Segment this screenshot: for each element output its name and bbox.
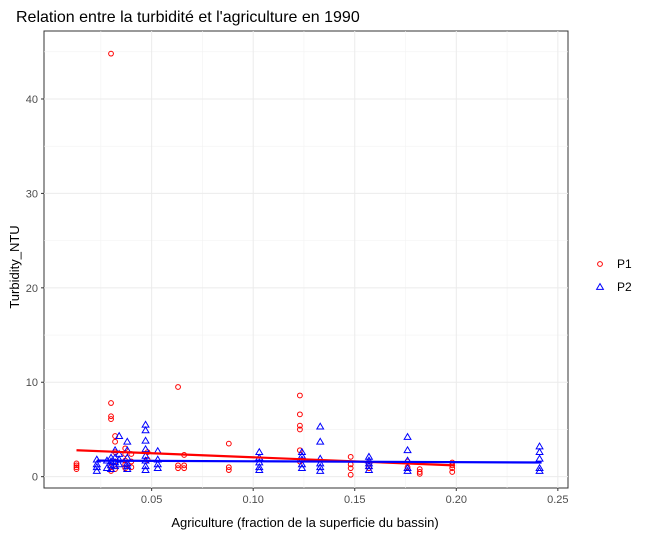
y-axis: 0 10 20 30 40 [26, 94, 44, 484]
grid-major [44, 31, 568, 488]
point-p1 [297, 411, 303, 418]
point-p2 [122, 461, 132, 470]
panel-border [43, 30, 569, 489]
point-p2 [114, 460, 124, 468]
y-tick-label: 10 [26, 377, 38, 389]
point-p2 [141, 461, 150, 470]
point-p2 [122, 464, 132, 472]
x-tick-label: 0.15 [344, 494, 365, 506]
point-p2 [122, 437, 132, 445]
chart-title: Relation entre la turbidité et l'agricul… [16, 9, 360, 26]
point-p2 [535, 463, 544, 472]
legend: P1 P2 [595, 257, 632, 294]
y-tick-label: 20 [26, 283, 38, 295]
legend-key-p1 [597, 261, 603, 267]
point-p1 [108, 50, 114, 57]
x-tick-label: 0.10 [242, 494, 263, 506]
point-p1 [128, 464, 135, 471]
point-p2 [315, 466, 325, 474]
trend-layer [76, 449, 542, 467]
x-axis: 0.05 0.10 0.15 0.20 0.25 [141, 488, 569, 506]
point-p2 [315, 462, 325, 471]
point-p1 [144, 456, 151, 463]
x-axis-label: Agriculture (fraction de la superficie d… [171, 515, 438, 530]
point-p1 [347, 465, 354, 472]
point-p2 [535, 447, 544, 455]
point-p2 [153, 463, 163, 472]
y-tick-label: 30 [26, 188, 38, 200]
point-p2 [364, 461, 374, 470]
point-p2 [403, 445, 412, 454]
point-p1 [181, 462, 188, 469]
x-tick-label: 0.25 [547, 494, 568, 506]
point-p2 [255, 462, 264, 471]
point-p1 [73, 464, 80, 471]
point-p2 [403, 463, 412, 472]
point-p2 [141, 465, 150, 473]
point-p2 [535, 466, 544, 474]
point-p2 [297, 463, 307, 472]
point-p2 [141, 436, 150, 444]
point-p1 [73, 462, 80, 469]
point-p2 [315, 459, 325, 467]
point-p1 [175, 384, 181, 390]
point-p2 [114, 455, 124, 463]
point-p1 [225, 464, 232, 471]
legend-key-p2 [595, 282, 605, 290]
point-p1 [297, 392, 303, 399]
point-p2 [364, 465, 374, 473]
point-p2 [114, 431, 124, 439]
point-p1 [175, 462, 181, 469]
point-p1 [297, 422, 303, 429]
plot-panel [43, 30, 569, 489]
point-p1 [297, 426, 303, 433]
point-p1 [175, 465, 181, 472]
trend-line-p2 [96, 459, 542, 464]
point-p2 [92, 462, 102, 471]
point-p1 [416, 470, 423, 477]
point-p1 [225, 440, 232, 447]
y-axis-label: Turbidity_NTU [7, 225, 22, 308]
point-p2 [92, 466, 102, 474]
point-p2 [141, 451, 150, 459]
point-p1 [347, 453, 354, 460]
x-tick-label: 0.20 [446, 494, 467, 506]
point-p2 [315, 422, 325, 430]
point-p2 [535, 454, 544, 462]
point-p2 [315, 437, 325, 445]
point-p2 [255, 465, 264, 473]
point-p2 [403, 432, 412, 440]
x-tick-label: 0.05 [141, 494, 162, 506]
point-p1 [108, 413, 114, 420]
legend-label-p2: P2 [617, 280, 632, 294]
point-p2 [153, 460, 163, 468]
grid-minor [44, 31, 568, 488]
points-layer [73, 50, 544, 478]
y-tick-label: 40 [26, 94, 38, 106]
point-p1 [112, 438, 118, 445]
point-p1 [181, 465, 188, 472]
point-p2 [297, 460, 307, 468]
y-tick-label: 0 [32, 472, 38, 484]
legend-label-p1: P1 [617, 257, 632, 271]
point-p1 [347, 471, 354, 478]
point-p1 [73, 466, 80, 473]
point-p1 [108, 400, 114, 406]
point-p1 [73, 460, 80, 467]
point-p2 [297, 447, 307, 455]
point-p1 [225, 467, 232, 473]
point-p2 [153, 455, 163, 463]
point-p2 [403, 466, 412, 474]
point-p2 [92, 455, 102, 463]
point-p2 [141, 426, 150, 434]
point-p1 [449, 469, 456, 475]
point-p1 [416, 469, 423, 475]
point-p1 [108, 416, 114, 422]
